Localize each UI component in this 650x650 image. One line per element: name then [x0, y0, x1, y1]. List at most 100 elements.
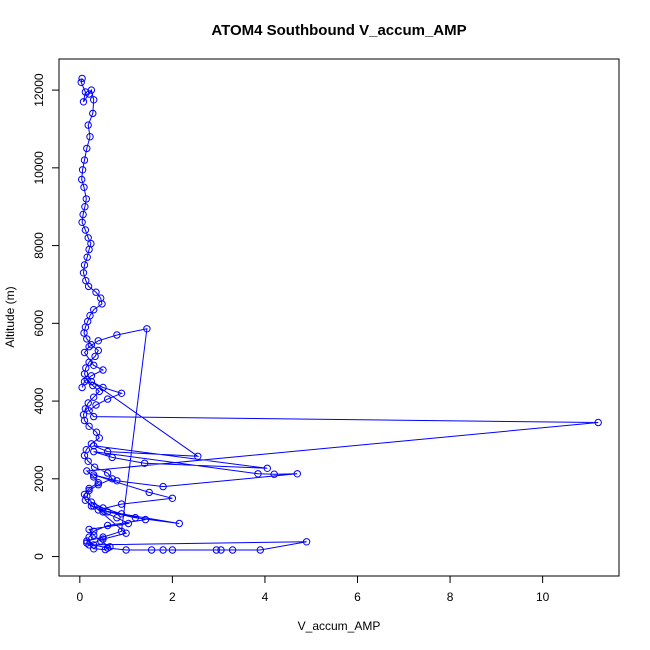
data-point — [81, 203, 89, 211]
data-point — [81, 226, 90, 234]
data-point — [78, 175, 86, 184]
data-point — [122, 529, 130, 537]
y-tick-label: 0 — [32, 553, 46, 560]
data-point — [90, 531, 98, 539]
data-point — [90, 471, 98, 479]
data-point — [87, 377, 96, 386]
data-point — [92, 401, 100, 409]
data-point — [99, 533, 107, 541]
data-point — [94, 506, 103, 514]
data-point — [80, 370, 89, 378]
data-point — [302, 538, 311, 546]
y-axis: 0 2000 4000 6000 8000 10000 12000 — [32, 73, 60, 560]
data-point — [113, 514, 121, 522]
data-point — [79, 210, 87, 219]
data-point — [84, 234, 92, 242]
data-point — [113, 477, 121, 485]
data-point — [90, 502, 98, 510]
data-point — [90, 545, 98, 553]
data-point — [90, 447, 98, 456]
data-point — [95, 434, 104, 442]
data-point — [78, 166, 87, 174]
series-line — [80, 78, 599, 551]
y-tick-label: 8000 — [32, 232, 46, 259]
data-point — [147, 546, 156, 554]
data-point — [82, 195, 91, 203]
data-point — [87, 372, 96, 380]
data-point — [145, 488, 153, 497]
data-point — [108, 453, 116, 462]
data-point — [117, 510, 126, 518]
data-point — [78, 383, 86, 392]
data-point — [293, 470, 301, 478]
data-point — [80, 348, 89, 357]
data-point — [108, 475, 116, 483]
data-point — [91, 352, 99, 361]
data-point — [99, 508, 107, 516]
x-tick-label: 10 — [536, 590, 550, 604]
data-point — [83, 537, 91, 545]
data-point — [103, 447, 112, 456]
x-tick-label: 0 — [76, 590, 83, 604]
data-point — [99, 535, 107, 543]
data-point — [80, 451, 89, 460]
data-point — [168, 546, 177, 554]
data-point — [90, 306, 98, 314]
x-tick-label: 6 — [354, 590, 361, 604]
data-point — [80, 416, 89, 425]
data-point — [175, 519, 184, 528]
data-point — [90, 442, 98, 450]
data-point — [113, 331, 121, 339]
x-axis: 0 2 4 6 8 10 — [76, 575, 550, 604]
data-point — [95, 387, 104, 396]
data-point — [159, 546, 167, 554]
data-point — [117, 500, 126, 508]
data-point — [80, 329, 88, 337]
data-point — [99, 504, 107, 512]
data-point — [254, 470, 262, 478]
data-point — [103, 544, 112, 552]
data-point — [84, 121, 92, 129]
data-point — [81, 496, 90, 504]
data-point — [90, 96, 98, 104]
data-point — [263, 464, 271, 472]
data-point — [89, 381, 97, 390]
data-point — [92, 428, 101, 436]
data-point — [141, 515, 150, 524]
data-point — [131, 514, 140, 522]
data-point — [83, 539, 91, 547]
data-point — [90, 541, 98, 549]
data-point — [90, 393, 98, 401]
data-point — [103, 469, 112, 477]
data-point — [78, 218, 86, 227]
data-point — [103, 521, 112, 530]
data-point — [85, 245, 93, 254]
data-point — [94, 337, 103, 345]
data-point — [99, 383, 107, 392]
data-point — [90, 473, 98, 481]
data-point — [84, 457, 92, 465]
data-point — [87, 440, 96, 448]
data-point — [168, 494, 177, 502]
data-point — [83, 492, 91, 500]
data-point — [94, 346, 103, 355]
data-point — [97, 537, 105, 545]
data-point — [80, 490, 89, 499]
data-point — [94, 481, 103, 489]
data-point — [78, 74, 86, 83]
data-point — [80, 183, 88, 192]
x-tick-label: 8 — [447, 590, 454, 604]
data-point — [79, 98, 88, 106]
data-point — [84, 282, 93, 291]
data-point — [122, 546, 130, 554]
y-tick-label: 10000 — [32, 151, 46, 185]
data-point — [117, 389, 126, 397]
data-point — [85, 90, 93, 98]
data-point — [89, 109, 97, 118]
data-point — [83, 467, 91, 475]
data-point — [270, 470, 278, 478]
data-point — [80, 156, 89, 164]
y-tick-label: 4000 — [32, 387, 46, 414]
data-point — [90, 463, 99, 471]
data-point — [217, 546, 225, 554]
